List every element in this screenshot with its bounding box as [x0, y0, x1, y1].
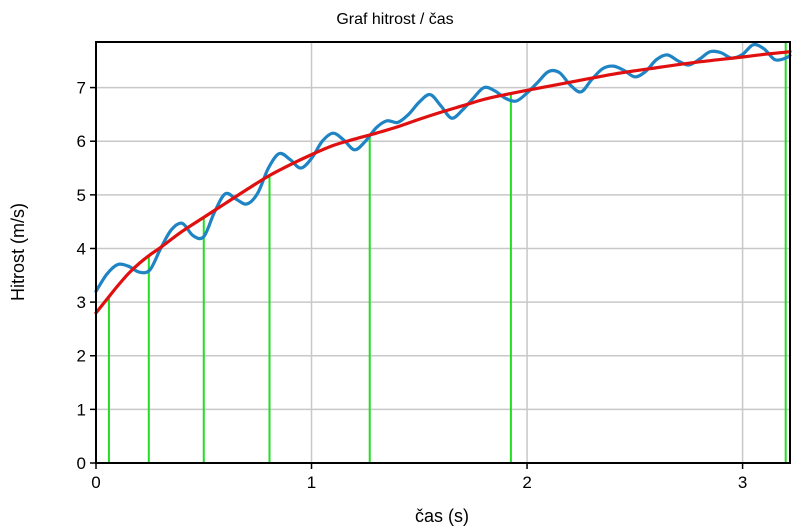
measured-velocity-line	[94, 42, 792, 293]
x-axis-label: čas (s)	[415, 506, 469, 526]
y-tick-label: 2	[77, 347, 86, 366]
grid-lines	[96, 42, 790, 463]
y-axis-ticks: 0 1 2 3 4 5 6 7	[77, 79, 96, 473]
y-axis-label: Hitrost (m/s)	[8, 203, 28, 301]
x-tick-label: 3	[738, 473, 747, 492]
y-tick-label: 4	[77, 239, 86, 258]
y-tick-label: 6	[77, 132, 86, 151]
x-tick-label: 2	[522, 473, 531, 492]
y-tick-label: 0	[77, 454, 86, 473]
y-tick-label: 7	[77, 79, 86, 98]
fitted-curve-line	[94, 50, 792, 315]
series-lines	[94, 42, 792, 315]
plot-frame	[95, 41, 791, 464]
y-tick-label: 5	[77, 186, 86, 205]
x-tick-label: 0	[91, 473, 100, 492]
chart-title: Graf hitrost / čas	[336, 11, 453, 28]
x-tick-label: 1	[307, 473, 316, 492]
x-axis-ticks: 0 1 2 3	[91, 463, 747, 492]
vertical-markers	[107, 42, 787, 463]
y-tick-label: 3	[77, 293, 86, 312]
y-tick-label: 1	[77, 400, 86, 419]
